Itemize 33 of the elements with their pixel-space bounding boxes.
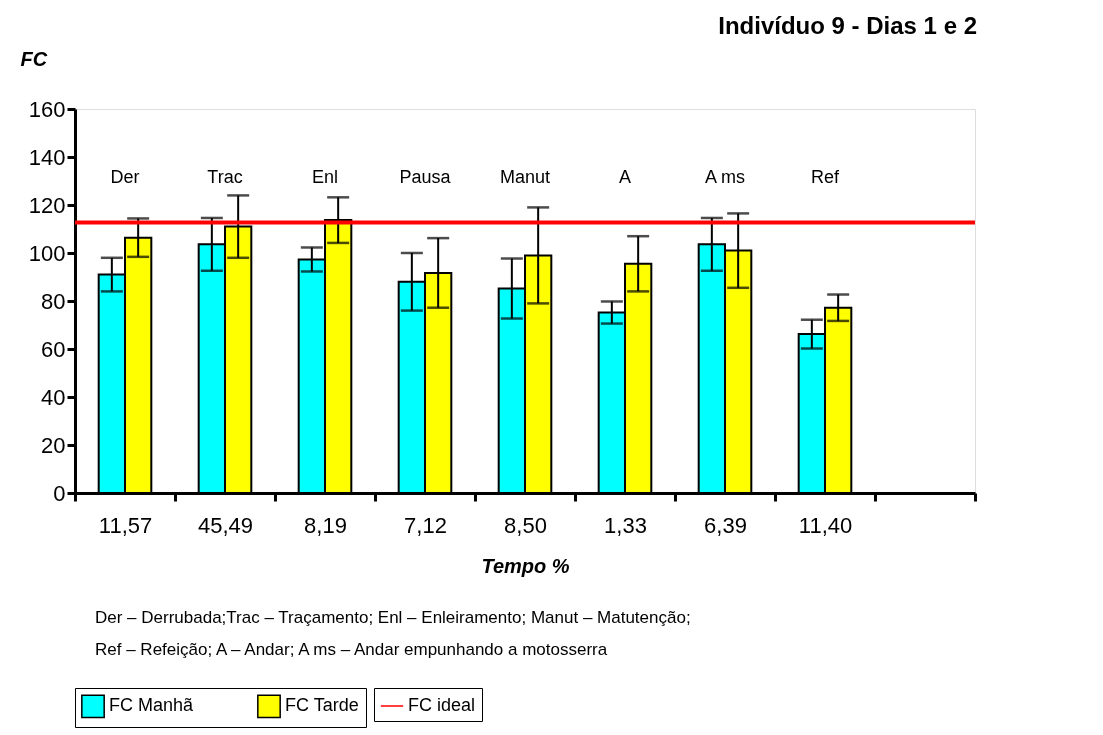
annotation: A xyxy=(618,167,632,188)
legend-label: FC ideal xyxy=(408,695,476,715)
y-tick-label: 0 xyxy=(53,480,66,506)
y-tick-label: 140 xyxy=(28,144,66,170)
y-tick-label: 20 xyxy=(41,432,66,458)
annotation: Manut xyxy=(499,167,551,188)
annotation: Pausa xyxy=(399,167,452,188)
y-tick-label: 160 xyxy=(28,96,66,122)
y-tick-label: 120 xyxy=(28,192,66,218)
annotation: A ms xyxy=(704,167,746,188)
x-tick-label: 6,39 xyxy=(704,512,747,538)
text: Der – Derrubada;Trac – Traçamento; Enl – Enleiramento; Manut – Matutenção; xyxy=(95,608,691,627)
text: Ref – Refeição; A – Andar; A ms – Andar empunhando a motosserra xyxy=(95,640,608,659)
y-tick-label: 60 xyxy=(41,336,66,362)
x-tick-label: 11,40 xyxy=(798,512,853,538)
annotation: Der xyxy=(110,167,140,188)
chart-title: Indivíduo 9 - Dias 1 e 2 xyxy=(718,12,977,39)
y-tick-label: 100 xyxy=(28,240,66,266)
annotation: Ref xyxy=(810,167,840,188)
annotation: Enl xyxy=(311,167,339,188)
y-axis-title: FC xyxy=(20,47,48,70)
y-tick-label: 80 xyxy=(41,288,66,314)
x-tick-label: 1,33 xyxy=(604,512,647,538)
annotation: Trac xyxy=(207,167,243,188)
legend-label: FC Tarde xyxy=(285,695,359,716)
legend-label: FC Manhã xyxy=(109,695,195,716)
x-tick-label: 8,50 xyxy=(504,512,547,538)
x-axis-title: Tempo % xyxy=(481,554,570,577)
x-tick-label: 8,19 xyxy=(304,512,347,538)
x-tick-label: 45,49 xyxy=(197,512,254,538)
x-tick-label: 11,57 xyxy=(98,512,153,538)
y-tick-label: 40 xyxy=(41,384,66,410)
x-tick-label: 7,12 xyxy=(404,512,447,538)
